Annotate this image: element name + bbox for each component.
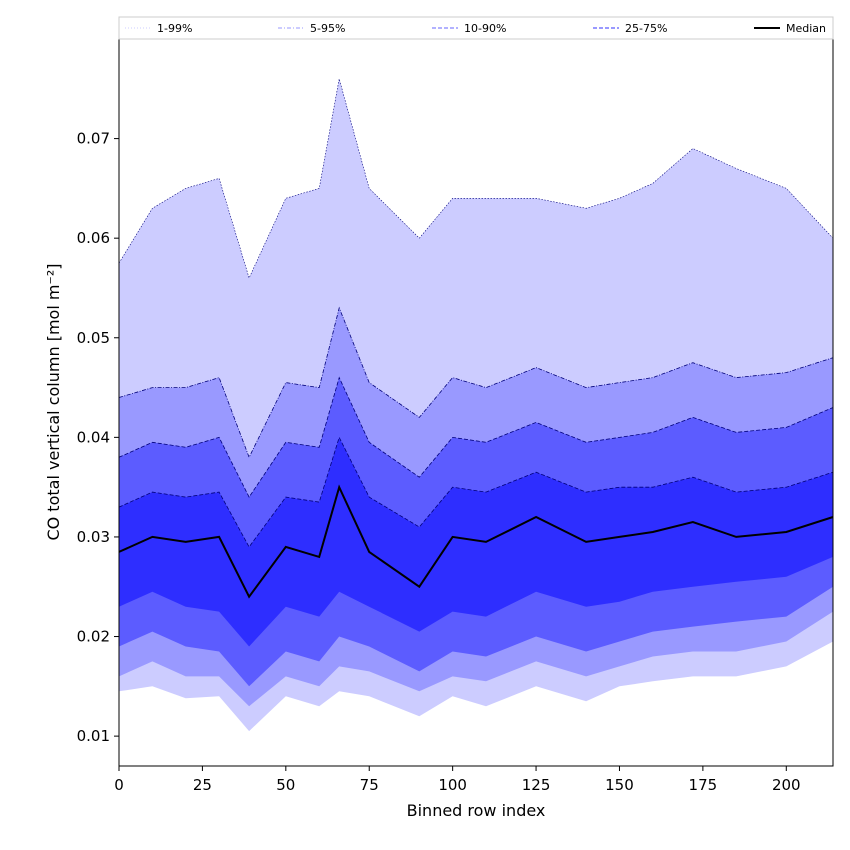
y-tick-label: 0.01 [77,727,110,745]
median-line [118,484,834,599]
x-tick-label: 125 [522,776,551,794]
y-tick-label: 0.06 [77,229,110,247]
y-axis: 0.01 0.02 0.03 0.04 0.05 0.06 0.07 [77,130,119,745]
y-tick-label: 0.07 [77,130,110,148]
band-25-75 [119,437,833,647]
y-tick-label: 0.02 [77,628,110,646]
band-edge-p90 [118,376,834,498]
legend-label: 25-75% [625,22,667,35]
x-axis-label: Binned row index [407,801,546,820]
x-tick-label: 100 [438,776,467,794]
x-tick-label: 75 [360,776,379,794]
legend: 1-99% 5-95% 10-90% 25-75% Median [118,16,834,40]
band-edge-p75 [118,436,834,548]
median-layer [118,484,834,599]
x-tick-label: 200 [772,776,801,794]
legend-label: 10-90% [464,22,506,35]
edges-layer [118,78,834,548]
x-tick-label: 50 [276,776,295,794]
y-tick-label: 0.05 [77,329,110,347]
legend-label: Median [786,22,826,35]
bands-layer [119,78,833,732]
x-tick-label: 25 [193,776,212,794]
x-axis: 0 25 50 75 100 125 150 175 200 [114,766,801,794]
x-tick-label: 175 [689,776,718,794]
legend-label: 1-99% [157,22,192,35]
legend-label: 5-95% [310,22,345,35]
y-tick-label: 0.03 [77,528,110,546]
x-tick-label: 0 [114,776,124,794]
legend-items: 1-99% 5-95% 10-90% 25-75% Median [125,22,826,35]
x-tick-label: 150 [605,776,634,794]
y-axis-label: CO total vertical column [mol m⁻²] [44,263,63,540]
y-tick-label: 0.04 [77,428,110,446]
legend-box [118,16,834,40]
band-edge-p95 [118,306,834,459]
